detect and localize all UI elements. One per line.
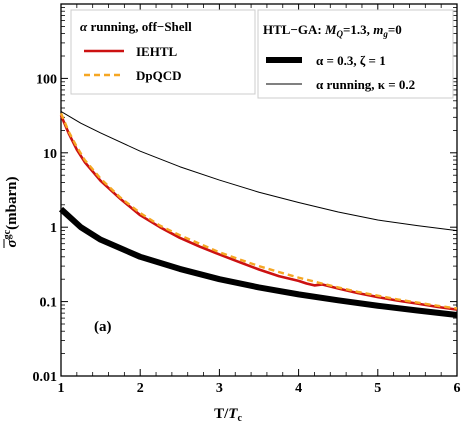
x-tick-label: 5 xyxy=(374,381,381,396)
legend-label-alpha-fixed: α = 0.3, ζ = 1 xyxy=(316,53,386,68)
x-tick-label: 4 xyxy=(295,381,302,396)
x-tick-label: 6 xyxy=(454,381,461,396)
y-tick-label: 1 xyxy=(50,221,57,236)
svg-text:σgc(mbarn): σgc(mbarn) xyxy=(2,177,20,248)
legend-label-alpha-running: α running, κ = 0.2 xyxy=(316,77,415,92)
legend-box-right xyxy=(257,9,454,99)
legend-label-dpqcd: DpQCD xyxy=(136,68,182,83)
panel-annotation: (a) xyxy=(94,319,112,335)
legend-left-title: α running, off−Shell xyxy=(80,19,192,34)
x-tick-label: 1 xyxy=(58,381,65,396)
x-tick-label: 3 xyxy=(216,381,223,396)
series-layer xyxy=(58,110,458,319)
legend-right-title: HTL−GA: MQ=1.3, mg=0 xyxy=(263,22,402,39)
legend-layer: α running, off−Shell IEHTL DpQCD HTL−GA:… xyxy=(70,9,454,99)
series-alpha-running xyxy=(60,110,458,232)
y-tick-label: 0.01 xyxy=(33,370,58,385)
y-tick-label: 10 xyxy=(43,147,57,162)
series-alpha-fixed xyxy=(58,206,458,319)
legend-label-iehtl: IEHTL xyxy=(136,44,178,59)
y-tick-label: 0.1 xyxy=(40,296,58,311)
y-tick-label: 100 xyxy=(36,72,57,87)
x-axis-label: T/Tc xyxy=(214,406,242,424)
plot-border xyxy=(60,3,458,377)
axis-ticks: 1 2 3 4 5 6 0.01 0.1 1 10 100 xyxy=(33,4,461,396)
x-tick-label: 2 xyxy=(137,381,144,396)
plot-frame xyxy=(60,3,458,377)
y-axis-label: σgc(mbarn) xyxy=(2,177,20,248)
series-iehtl xyxy=(59,114,458,311)
